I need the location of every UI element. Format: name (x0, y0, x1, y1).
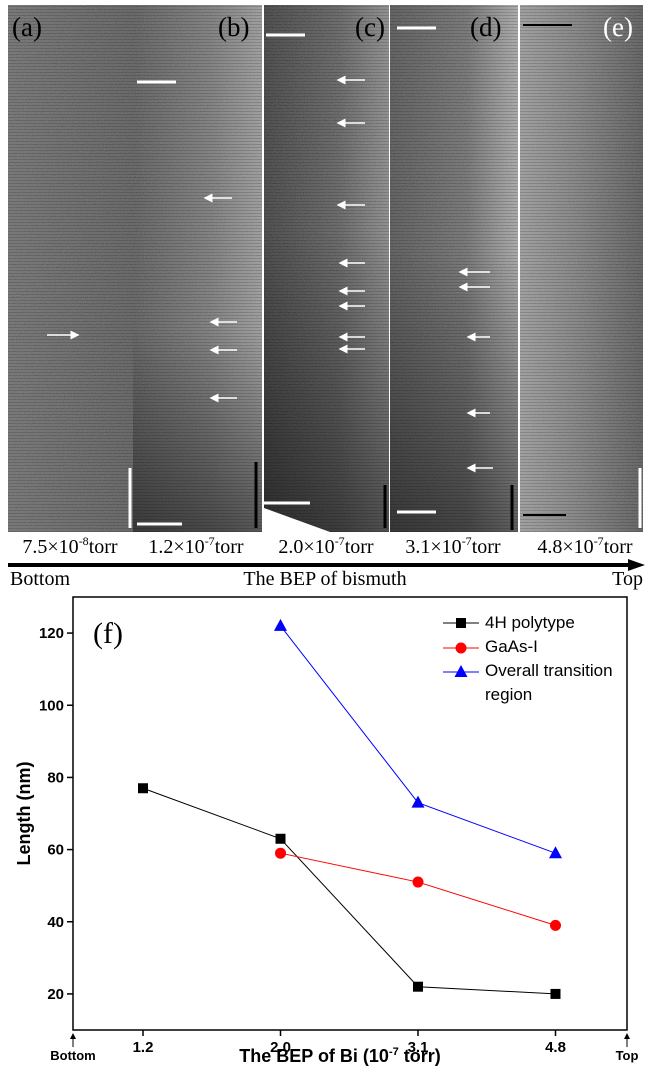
bep-mantissa: 3.1×10 (405, 536, 461, 558)
series-line (142, 787, 556, 995)
marker (549, 846, 562, 859)
shade (133, 330, 262, 532)
bep-arrowhead (628, 559, 645, 571)
y-tick-label: 120 (39, 625, 64, 642)
bep-exponent: -8 (79, 534, 89, 548)
bep-label: 4.8×10-7torr (537, 534, 632, 558)
y-tick-label: 60 (47, 842, 64, 859)
x-axis-label: The BEP of Bi (10-7 torr) (239, 1046, 440, 1066)
bep-mantissa: 4.8×10 (537, 536, 593, 558)
panel-label: (f) (93, 617, 123, 650)
legend-label: Overall transition region (485, 661, 613, 704)
bep-unit: torr (604, 536, 633, 558)
arrow-label: The BEP of bismuth (243, 568, 406, 590)
x-end-label: Bottom (50, 1048, 96, 1063)
marker (550, 988, 561, 999)
bep-label: 1.2×10-7torr (148, 534, 243, 558)
marker (275, 847, 286, 859)
x-tick-label: 1.2 (133, 1039, 154, 1056)
tem-images (8, 5, 643, 532)
bep-mantissa: 2.0×10 (278, 536, 334, 558)
x-tick-label: 2.0 (270, 1039, 291, 1056)
x-tick-label: 3.1 (408, 1039, 429, 1056)
shade (390, 250, 518, 532)
legend: 4H polytype GaAs-I Overall transition regi… (485, 611, 633, 707)
legend-label: 4H polytype (485, 613, 575, 632)
scale-bars (128, 24, 642, 530)
bep-unit: torr (345, 536, 374, 558)
plot-frame (72, 596, 628, 1031)
marker (274, 618, 287, 631)
y-axis-label: Length (nm) (14, 762, 34, 866)
bep-mantissa: 7.5×10 (22, 536, 78, 558)
series-line (280, 852, 556, 926)
wedge (264, 508, 330, 532)
bep-label: 2.0×10-7torr (278, 534, 373, 558)
panel-label: (a) (12, 12, 42, 42)
bep-exponent: -7 (205, 534, 215, 548)
x-label-sup: -7 (389, 1046, 399, 1058)
arrow-start: Bottom (10, 568, 70, 590)
y-tick-label: 20 (47, 986, 64, 1003)
x-tick-label: 4.8 (545, 1039, 566, 1056)
end-arrowhead (624, 1033, 630, 1039)
legend-marker (455, 642, 467, 654)
x-label-text: The BEP of Bi (10 (239, 1046, 389, 1066)
bep-exponent: -7 (335, 534, 345, 548)
panel-label: (b) (218, 12, 249, 42)
y-tick-label: 80 (47, 769, 64, 786)
marker (550, 919, 561, 931)
end-arrowhead (70, 1033, 76, 1039)
shade (264, 230, 389, 532)
x-end-label: Top (616, 1048, 639, 1063)
panel-label: (e) (603, 12, 633, 42)
legend-marker (454, 665, 468, 677)
bep-label: 3.1×10-7torr (405, 534, 500, 558)
legend-label: GaAs-I (485, 637, 538, 656)
bep-mantissa: 1.2×10 (148, 536, 204, 558)
x-label-suffix: torr) (399, 1046, 441, 1066)
divider (518, 5, 520, 532)
marker (412, 876, 424, 888)
bep-unit: torr (89, 536, 118, 558)
y-tick-label: 100 (39, 697, 64, 714)
y-tick-label: 40 (47, 914, 64, 931)
legend-marker (456, 618, 466, 628)
bep-exponent: -7 (462, 534, 472, 548)
panel-label: (d) (470, 12, 501, 42)
bep-unit: torr (215, 536, 244, 558)
bep-unit: torr (472, 536, 501, 558)
marker (411, 795, 425, 808)
bep-label: 7.5×10-8torr (22, 534, 117, 558)
marker (275, 833, 286, 844)
arrow-end: Top (612, 568, 643, 590)
marker (413, 981, 423, 992)
arrows (47, 75, 493, 473)
divider (389, 5, 390, 532)
divider (262, 5, 264, 532)
marker (138, 783, 148, 794)
panel-label: (c) (355, 12, 385, 42)
bep-exponent: -7 (594, 534, 604, 548)
